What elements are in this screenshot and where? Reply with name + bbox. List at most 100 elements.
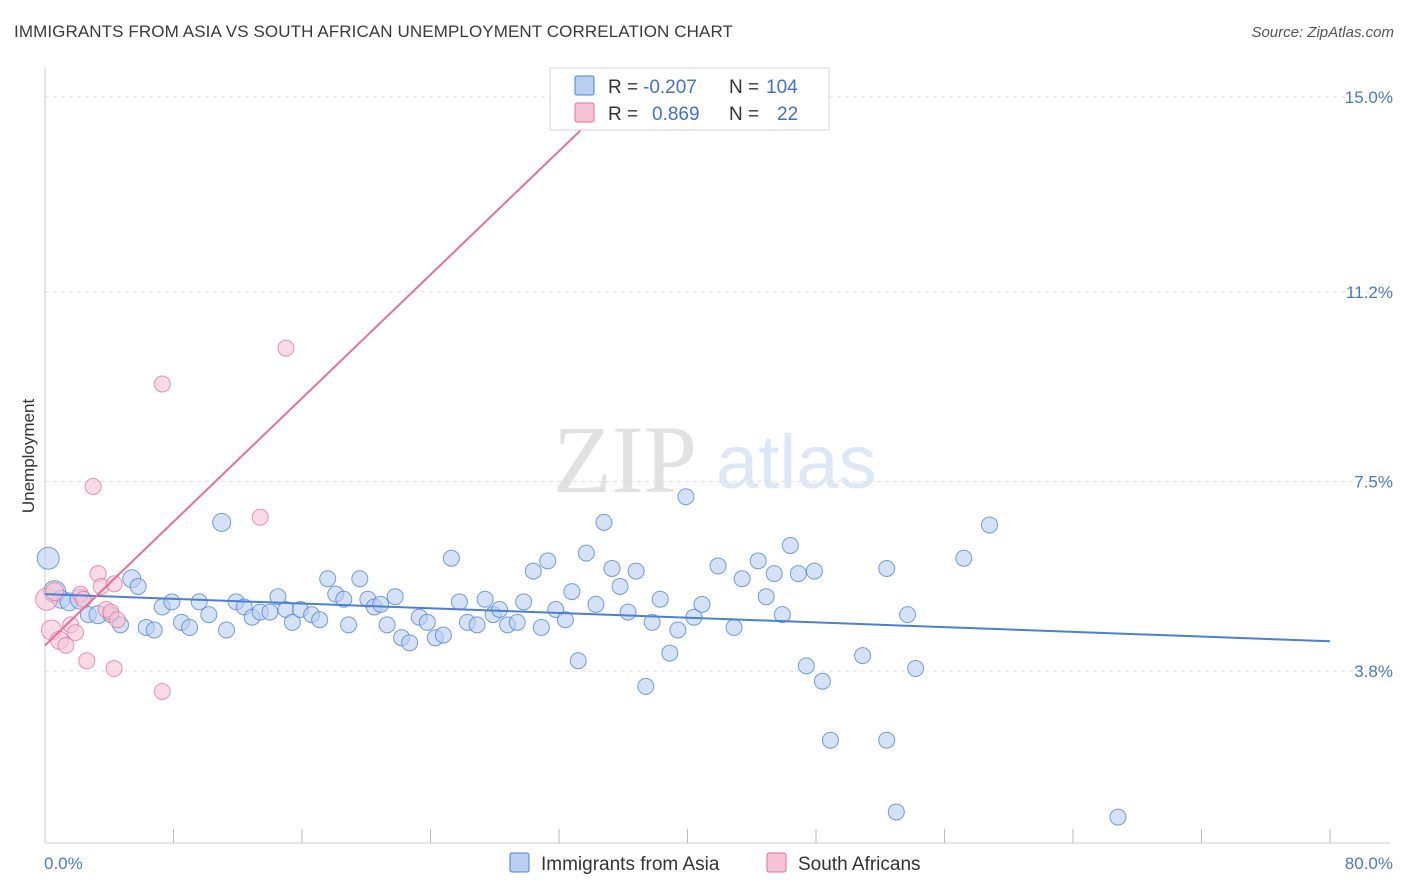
series-sa-points xyxy=(35,339,295,700)
asia-point-97 xyxy=(899,606,917,624)
asia-point-25 xyxy=(261,603,279,621)
legend-item-asia-label: Immigrants from Asia xyxy=(541,854,720,875)
sa-point-17 xyxy=(153,375,171,393)
legend-asia-n-label: N = xyxy=(729,77,759,98)
axes xyxy=(44,68,1390,844)
y-tick-label-3: 15.0% xyxy=(1345,88,1393,107)
asia-point-68 xyxy=(603,560,621,577)
asia-point-67 xyxy=(595,513,613,531)
asia-point-90 xyxy=(805,562,823,580)
asia-point-91 xyxy=(813,672,831,690)
asia-point-0 xyxy=(36,546,60,570)
sa-point-6 xyxy=(67,624,85,642)
legend-asia-swatch xyxy=(574,75,595,96)
asia-point-45 xyxy=(418,613,436,631)
y-tick-label-2: 11.2% xyxy=(1346,283,1393,302)
asia-point-64 xyxy=(569,652,587,670)
correlation-legend: R = -0.207 N = 104 R = 0.869 N = 22 xyxy=(549,67,830,131)
asia-point-71 xyxy=(627,562,645,580)
asia-point-98 xyxy=(907,659,925,677)
x-tick-labels: 0.0% 80.0% xyxy=(44,854,1393,873)
asia-point-87 xyxy=(781,536,799,554)
asia-point-83 xyxy=(749,552,767,570)
series-legend: Immigrants from Asia South Africans xyxy=(509,852,921,875)
trend-lines xyxy=(44,96,1331,647)
asia-point-92 xyxy=(821,731,839,749)
asia-point-34 xyxy=(335,590,353,608)
asia-point-51 xyxy=(468,616,486,634)
watermark-atlas: atlas xyxy=(716,420,877,505)
sa-point-4 xyxy=(57,636,75,654)
asia-point-76 xyxy=(669,621,687,639)
asia-point-84 xyxy=(757,588,775,606)
asia-point-17 xyxy=(190,593,208,611)
asia-point-39 xyxy=(372,595,390,613)
asia-point-77 xyxy=(677,488,695,506)
asia-point-31 xyxy=(311,611,329,629)
asia-point-94 xyxy=(878,560,896,577)
legend-box xyxy=(549,67,830,131)
asia-point-40 xyxy=(378,616,396,634)
asia-point-16 xyxy=(181,618,199,636)
asia-point-89 xyxy=(797,657,815,675)
asia-point-49 xyxy=(450,593,468,611)
asia-point-70 xyxy=(619,603,637,621)
sa-point-2 xyxy=(45,582,65,602)
asia-point-63 xyxy=(563,583,581,601)
sa-point-9 xyxy=(84,478,102,495)
asia-point-35 xyxy=(340,616,358,634)
asia-point-10 xyxy=(129,577,147,595)
sa-point-8 xyxy=(78,652,96,670)
asia-point-101 xyxy=(1109,808,1127,826)
asia-trend-line xyxy=(44,593,1331,643)
asia-point-26 xyxy=(269,588,287,606)
sa-point-14 xyxy=(105,659,123,677)
asia-point-54 xyxy=(491,601,509,618)
watermark-zip: ZIP xyxy=(553,406,697,513)
chart-source: Source: ZipAtlas.com xyxy=(1251,24,1394,41)
watermark: ZIP atlas xyxy=(553,406,877,513)
legend-item-asia-swatch xyxy=(509,852,530,873)
y-tick-label-0: 3.8% xyxy=(1354,662,1393,681)
asia-point-73 xyxy=(643,613,661,631)
asia-point-82 xyxy=(733,570,751,588)
y-tick-labels: 3.8% 7.5% 11.2% 15.0% xyxy=(1345,88,1393,681)
legend-sa-r-value: 0.869 xyxy=(652,104,700,125)
asia-point-93 xyxy=(854,647,872,665)
asia-point-74 xyxy=(651,590,669,608)
asia-point-47 xyxy=(434,626,452,644)
legend-sa-n-value: 22 xyxy=(777,104,798,125)
asia-point-86 xyxy=(773,606,791,624)
legend-sa-n-label: N = xyxy=(729,104,759,125)
asia-point-79 xyxy=(693,595,711,613)
asia-point-69 xyxy=(611,577,629,595)
asia-point-48 xyxy=(442,549,460,567)
asia-point-88 xyxy=(789,565,807,583)
sa-point-16 xyxy=(105,575,123,593)
y-tick-label-1: 7.5% xyxy=(1354,472,1393,491)
y-axis-label: Unemployment xyxy=(19,399,38,514)
legend-item-sa-label: South Africans xyxy=(798,854,921,875)
series-asia-points xyxy=(36,488,1127,826)
asia-point-99 xyxy=(955,549,973,567)
asia-point-80 xyxy=(709,557,727,575)
grid-lines xyxy=(45,96,1390,672)
asia-point-100 xyxy=(980,516,998,534)
x-tick-label-1: 80.0% xyxy=(1345,854,1393,873)
asia-point-18 xyxy=(200,606,218,624)
sa-point-15 xyxy=(108,611,126,629)
asia-point-43 xyxy=(401,634,419,652)
asia-point-59 xyxy=(532,618,550,636)
asia-point-58 xyxy=(524,562,542,580)
asia-point-75 xyxy=(661,644,679,662)
asia-point-56 xyxy=(508,613,526,631)
asia-point-14 xyxy=(163,593,181,611)
asia-point-41 xyxy=(386,588,404,606)
asia-point-12 xyxy=(145,621,163,639)
asia-point-28 xyxy=(283,613,301,631)
legend-sa-swatch xyxy=(574,102,595,123)
legend-asia-r-label: R = xyxy=(608,77,638,98)
sa-trend-line xyxy=(44,96,616,647)
asia-point-72 xyxy=(637,677,655,695)
